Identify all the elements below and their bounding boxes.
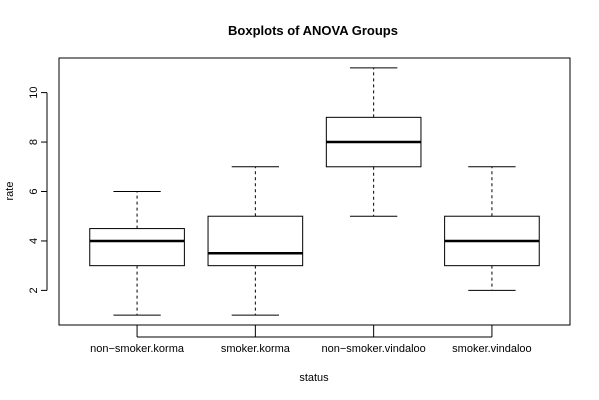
y-axis-label: rate [4,182,16,201]
iqr-box [207,215,304,267]
x-tick-label: smoker.korma [221,343,291,355]
x-axis: non−smoker.korma smoker.korma non−smoker.v… [90,325,532,355]
y-axis: 2 4 6 8 10 [28,86,48,293]
y-tick-label: 2 [28,287,40,293]
y-tick-label: 8 [28,139,40,145]
y-tick-label: 6 [28,188,40,194]
chart-title: Boxplots of ANOVA Groups [228,23,398,38]
y-tick-label: 4 [28,238,40,244]
x-axis-label: status [299,372,329,384]
box-2 [207,166,304,316]
box-4 [444,166,540,291]
x-tick-label: non−smoker.vindaloo [322,343,426,355]
x-tick-label: smoker.vindaloo [452,343,532,355]
y-tick-label: 10 [28,86,40,98]
box-1 [89,191,185,316]
box-3 [325,67,422,217]
iqr-box [89,228,185,267]
boxes-group [89,67,540,316]
x-tick-label: non−smoker.korma [90,343,185,355]
plot-frame [58,57,571,326]
